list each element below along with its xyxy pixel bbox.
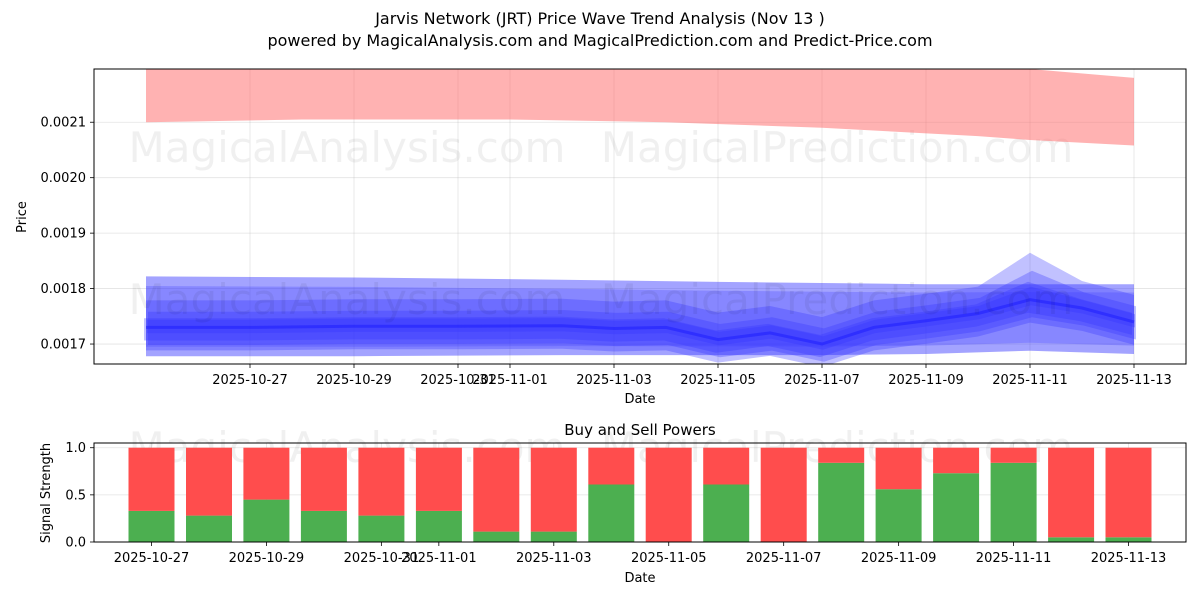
buy-sell-y-tick-label: 0.0 [65, 536, 86, 551]
buy-bar [243, 499, 290, 542]
buy-bar [1105, 537, 1152, 542]
buy-bar [818, 462, 865, 542]
price-wave-series [144, 69, 1136, 364]
watermark-left-top: MagicalAnalysis.com [129, 123, 566, 172]
buy-sell-x-tick-label: 2025-10-27 [114, 551, 190, 566]
buy-bar [703, 484, 750, 542]
buy-bar [588, 484, 635, 542]
buy-sell-title: Buy and Sell Powers [564, 421, 716, 439]
buy-sell-axes: 2025-10-27 2025-10-29 2025-10-312025-11-01… [65, 441, 1166, 566]
price-x-tick-label: 2025-10-31 [420, 373, 496, 388]
price-plot-frame [93, 68, 1187, 365]
buy-bar [1048, 537, 1095, 542]
price-y-tick-label: 0.0021 [41, 116, 87, 131]
sell-bar [760, 447, 807, 542]
sell-bar [933, 447, 980, 474]
watermark-left-mid: MagicalAnalysis.com [129, 275, 566, 324]
buy-bar [358, 515, 405, 542]
sell-bar [588, 447, 635, 485]
sell-bar [703, 447, 750, 485]
price-x-tick-label: 2025-11-09 [888, 373, 964, 388]
blue-wave-band [144, 281, 1132, 358]
chart-subtitle: powered by MagicalAnalysis.com and Magic… [267, 31, 933, 50]
buy-sell-x-axis-label: Date [624, 571, 655, 586]
sell-bar [473, 447, 520, 532]
price-x-tick-label: 2025-10-27 [212, 373, 288, 388]
blue-wave-line [146, 298, 1135, 346]
sell-bar [530, 447, 577, 532]
sell-bar [875, 447, 922, 490]
buy-sell-x-tick-label: 2025-11-09 [861, 551, 937, 566]
buy-bar [128, 510, 175, 542]
buy-sell-x-tick-label: 2025-11-01 [401, 551, 477, 566]
buy-sell-bars [128, 447, 1152, 542]
price-y-tick-label: 0.0018 [41, 282, 87, 297]
buy-sell-y-axis-label: Signal Strength [39, 443, 54, 543]
sell-bar [186, 447, 232, 516]
buy-sell-y-tick-label: 0.5 [65, 488, 86, 503]
buy-sell-x-tick-label: 2025-11-03 [516, 551, 592, 566]
buy-sell-x-tick-label: 2025-10-29 [229, 551, 305, 566]
upper-red-band [146, 69, 1134, 146]
buy-sell-x-tick-label: 2025-11-13 [1091, 551, 1167, 566]
sell-bar [415, 447, 462, 511]
buy-bar [875, 489, 922, 542]
buy-bar [990, 462, 1037, 542]
price-y-tick-label: 0.0019 [41, 227, 87, 242]
blue-wave-band [146, 252, 1134, 364]
price-x-tick-label: 2025-11-13 [1096, 373, 1172, 388]
price-wave-chart: MagicalAnalysis.com MagicalPrediction.co… [15, 68, 1187, 407]
buy-sell-x-tick-label: 2025-11-11 [976, 551, 1052, 566]
buy-bar [186, 515, 232, 542]
sell-bar [243, 447, 290, 500]
price-y-axis-label: Price [15, 201, 30, 233]
sell-bar [128, 447, 175, 511]
buy-sell-x-tick-label: 2025-11-07 [746, 551, 822, 566]
blue-envelope-inner [146, 286, 1134, 347]
blue-envelope-band [146, 276, 1134, 357]
buy-bar [473, 531, 520, 542]
price-x-tick-label: 2025-11-07 [784, 373, 860, 388]
sell-bar [990, 447, 1037, 463]
price-x-tick-label: 2025-11-03 [576, 373, 652, 388]
sell-bar [358, 447, 405, 516]
buy-sell-x-tick-label: 2025-10-31 [344, 551, 420, 566]
chart-title: Jarvis Network (JRT) Price Wave Trend An… [375, 9, 825, 28]
price-axes: 2025-10-27 2025-10-29 2025-10-312025-11-01… [41, 116, 1172, 388]
watermark-right-mid: MagicalPrediction.com [601, 275, 1074, 324]
price-x-tick-label: 2025-11-01 [472, 373, 548, 388]
buy-sell-y-tick-label: 1.0 [65, 441, 86, 456]
buy-bar [300, 510, 347, 542]
price-x-tick-label: 2025-10-29 [316, 373, 392, 388]
price-x-axis-label: Date [624, 392, 655, 407]
price-x-tick-label: 2025-11-05 [680, 373, 756, 388]
buy-bar [933, 473, 980, 542]
sell-bar [1105, 447, 1152, 538]
buy-sell-chart: Buy and Sell Powers MagicalAnalysis.com … [39, 421, 1187, 586]
buy-bar [530, 531, 577, 542]
sell-bar [300, 447, 347, 511]
price-y-tick-label: 0.0017 [41, 338, 87, 353]
sell-bar [818, 447, 865, 463]
buy-bar [415, 510, 462, 542]
price-y-tick-label: 0.0020 [41, 171, 87, 186]
sell-bar [1048, 447, 1095, 538]
buy-sell-x-tick-label: 2025-11-05 [631, 551, 707, 566]
price-x-tick-label: 2025-11-11 [992, 373, 1068, 388]
sell-bar [645, 447, 692, 542]
buy-sell-plot-frame [93, 442, 1187, 543]
blue-wave-band [148, 270, 1136, 362]
